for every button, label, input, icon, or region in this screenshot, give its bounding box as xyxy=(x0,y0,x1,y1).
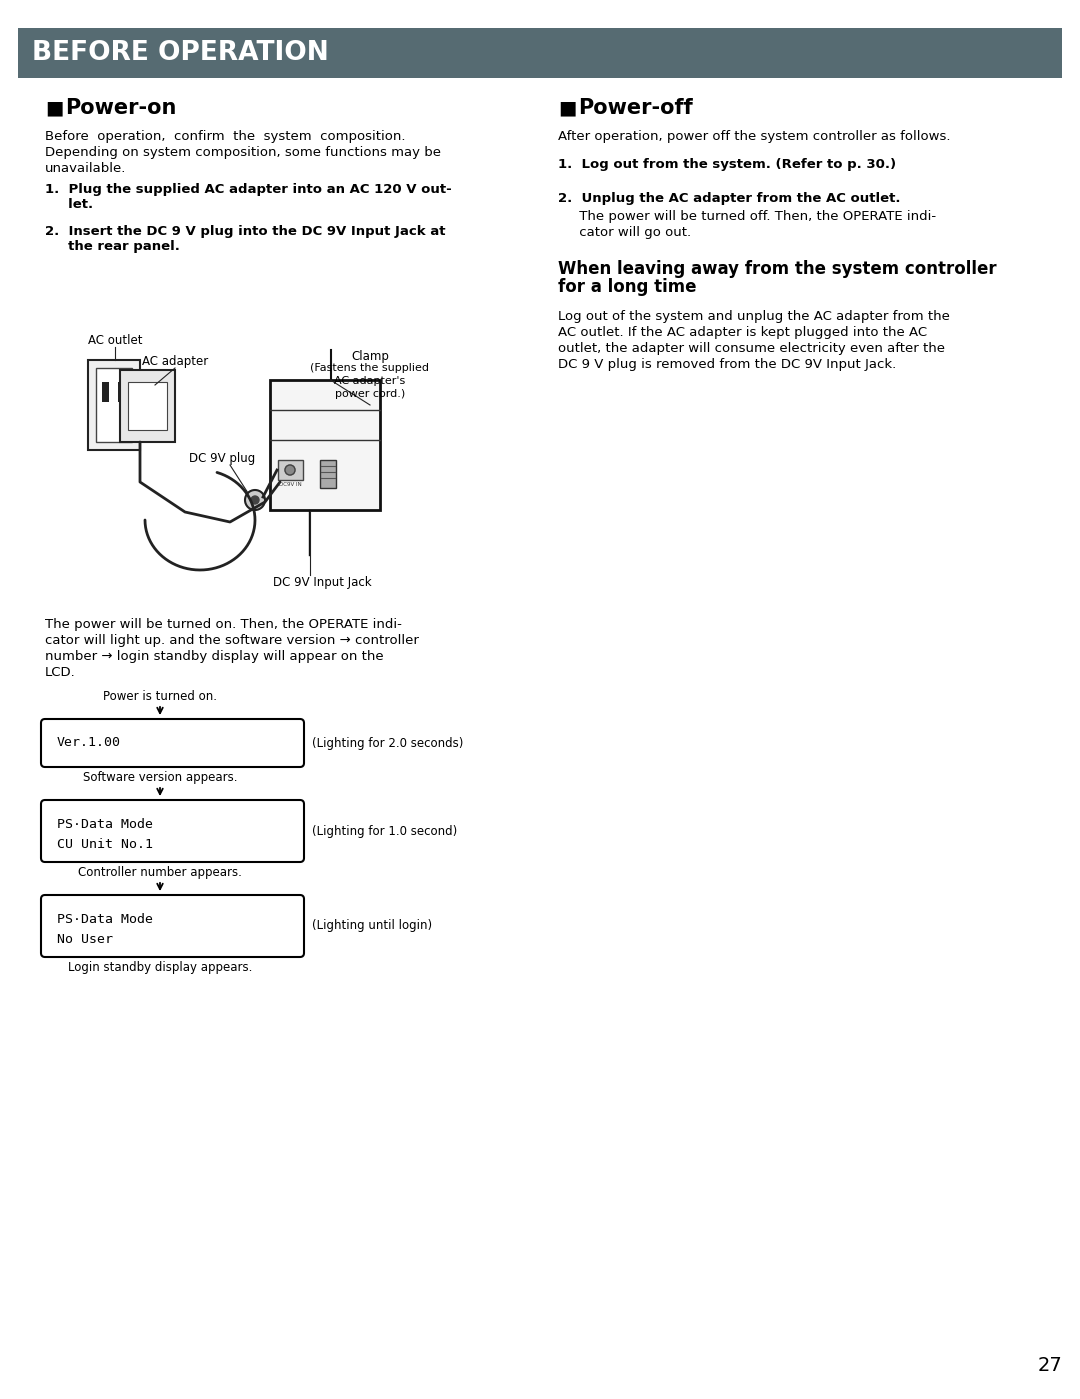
Text: DC9V IN: DC9V IN xyxy=(279,483,301,487)
Text: LCD.: LCD. xyxy=(45,666,76,679)
Text: PS·Data Mode: PS·Data Mode xyxy=(57,818,153,831)
Text: BEFORE OPERATION: BEFORE OPERATION xyxy=(32,41,328,66)
Text: DC 9 V plug is removed from the DC 9V Input Jack.: DC 9 V plug is removed from the DC 9V In… xyxy=(558,358,896,371)
Bar xyxy=(18,28,1062,78)
Text: Clamp: Clamp xyxy=(351,350,389,362)
Bar xyxy=(87,360,140,450)
Text: 27: 27 xyxy=(1038,1356,1063,1375)
Text: Software version appears.: Software version appears. xyxy=(83,771,238,783)
FancyBboxPatch shape xyxy=(41,719,303,767)
Text: DC 9V Input Jack: DC 9V Input Jack xyxy=(272,576,372,589)
Circle shape xyxy=(245,490,265,511)
Text: the rear panel.: the rear panel. xyxy=(45,241,180,253)
Text: outlet, the adapter will consume electricity even after the: outlet, the adapter will consume electri… xyxy=(558,341,945,355)
Text: ■: ■ xyxy=(558,98,577,118)
Bar xyxy=(102,382,109,402)
Text: DC 9V plug: DC 9V plug xyxy=(189,452,255,464)
Text: No User: No User xyxy=(57,933,113,946)
Bar xyxy=(320,460,336,488)
Text: (Lighting for 1.0 second): (Lighting for 1.0 second) xyxy=(312,824,457,838)
Circle shape xyxy=(285,464,295,476)
Text: 1.  Plug the supplied AC adapter into an AC 120 V out-: 1. Plug the supplied AC adapter into an … xyxy=(45,183,451,196)
Text: Ver.1.00: Ver.1.00 xyxy=(57,736,121,750)
Text: AC outlet: AC outlet xyxy=(87,334,143,347)
FancyBboxPatch shape xyxy=(41,895,303,957)
Text: Log out of the system and unplug the AC adapter from the: Log out of the system and unplug the AC … xyxy=(558,311,950,323)
Text: The power will be turned on. Then, the OPERATE indi-: The power will be turned on. Then, the O… xyxy=(45,618,402,631)
Text: Power-on: Power-on xyxy=(65,98,176,118)
Bar xyxy=(270,381,380,511)
Text: (Fastens the supplied: (Fastens the supplied xyxy=(311,362,430,374)
Text: for a long time: for a long time xyxy=(558,278,697,297)
Bar xyxy=(120,369,175,442)
Text: Login standby display appears.: Login standby display appears. xyxy=(68,961,253,974)
Text: Controller number appears.: Controller number appears. xyxy=(78,866,242,879)
Text: number → login standby display will appear on the: number → login standby display will appe… xyxy=(45,651,383,663)
Text: 2.  Insert the DC 9 V plug into the DC 9V Input Jack at: 2. Insert the DC 9 V plug into the DC 9V… xyxy=(45,225,446,238)
Text: Power-off: Power-off xyxy=(578,98,692,118)
Text: 2.  Unplug the AC adapter from the AC outlet.: 2. Unplug the AC adapter from the AC out… xyxy=(558,192,901,206)
Text: let.: let. xyxy=(45,199,93,211)
Text: Depending on system composition, some functions may be: Depending on system composition, some fu… xyxy=(45,145,441,159)
Text: AC adapter: AC adapter xyxy=(141,355,208,368)
Text: 1.  Log out from the system. (Refer to p. 30.): 1. Log out from the system. (Refer to p.… xyxy=(558,158,896,171)
Text: ■: ■ xyxy=(45,98,64,118)
Text: After operation, power off the system controller as follows.: After operation, power off the system co… xyxy=(558,130,950,143)
Text: The power will be turned off. Then, the OPERATE indi-: The power will be turned off. Then, the … xyxy=(558,210,936,222)
Bar xyxy=(278,460,303,480)
Circle shape xyxy=(251,497,259,504)
FancyBboxPatch shape xyxy=(41,800,303,862)
Text: CU Unit No.1: CU Unit No.1 xyxy=(57,838,153,851)
Bar xyxy=(96,368,132,442)
Text: (Lighting until login): (Lighting until login) xyxy=(312,919,432,933)
Text: cator will light up. and the software version → controller: cator will light up. and the software ve… xyxy=(45,634,419,646)
Text: Before  operation,  confirm  the  system  composition.: Before operation, confirm the system com… xyxy=(45,130,405,143)
Text: unavailable.: unavailable. xyxy=(45,162,126,175)
Text: AC adapter's: AC adapter's xyxy=(335,376,406,386)
Text: When leaving away from the system controller: When leaving away from the system contro… xyxy=(558,260,997,278)
Text: Power is turned on.: Power is turned on. xyxy=(103,690,217,704)
Text: AC outlet. If the AC adapter is kept plugged into the AC: AC outlet. If the AC adapter is kept plu… xyxy=(558,326,927,339)
Bar xyxy=(129,382,167,429)
Text: (Lighting for 2.0 seconds): (Lighting for 2.0 seconds) xyxy=(312,736,463,750)
Text: power cord.): power cord.) xyxy=(335,389,405,399)
Bar xyxy=(118,382,125,402)
Text: cator will go out.: cator will go out. xyxy=(558,227,691,239)
Text: PS·Data Mode: PS·Data Mode xyxy=(57,914,153,926)
